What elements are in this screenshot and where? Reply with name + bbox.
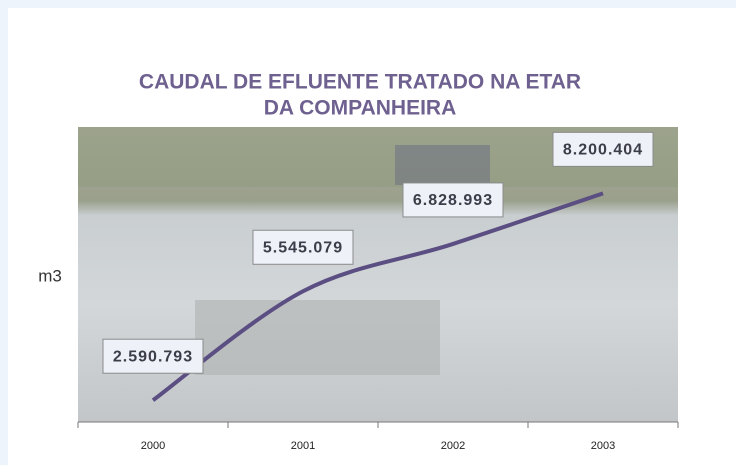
chart-title: CAUDAL DE EFLUENTE TRATADO NA ETAR: [139, 71, 581, 94]
x-tick-label: 2001: [291, 440, 315, 452]
chart-title: DA COMPANHEIRA: [264, 97, 457, 120]
x-tick-label: 2000: [141, 440, 165, 452]
x-tick-label: 2002: [441, 440, 465, 452]
data-label: 2.590.793: [113, 348, 193, 365]
line: [151, 191, 604, 402]
data-label-box: [402, 182, 504, 218]
data-label-box: [252, 229, 354, 265]
data-label: 5.545.079: [263, 239, 343, 256]
data-label: 6.828.993: [413, 192, 493, 209]
data-label-box: [102, 338, 204, 374]
data-label: 8.200.404: [563, 142, 643, 159]
data-label-box: [552, 131, 654, 167]
y-axis-label: m3: [38, 266, 62, 285]
photo-building: [395, 145, 490, 185]
x-tick-label: 2003: [591, 440, 615, 452]
